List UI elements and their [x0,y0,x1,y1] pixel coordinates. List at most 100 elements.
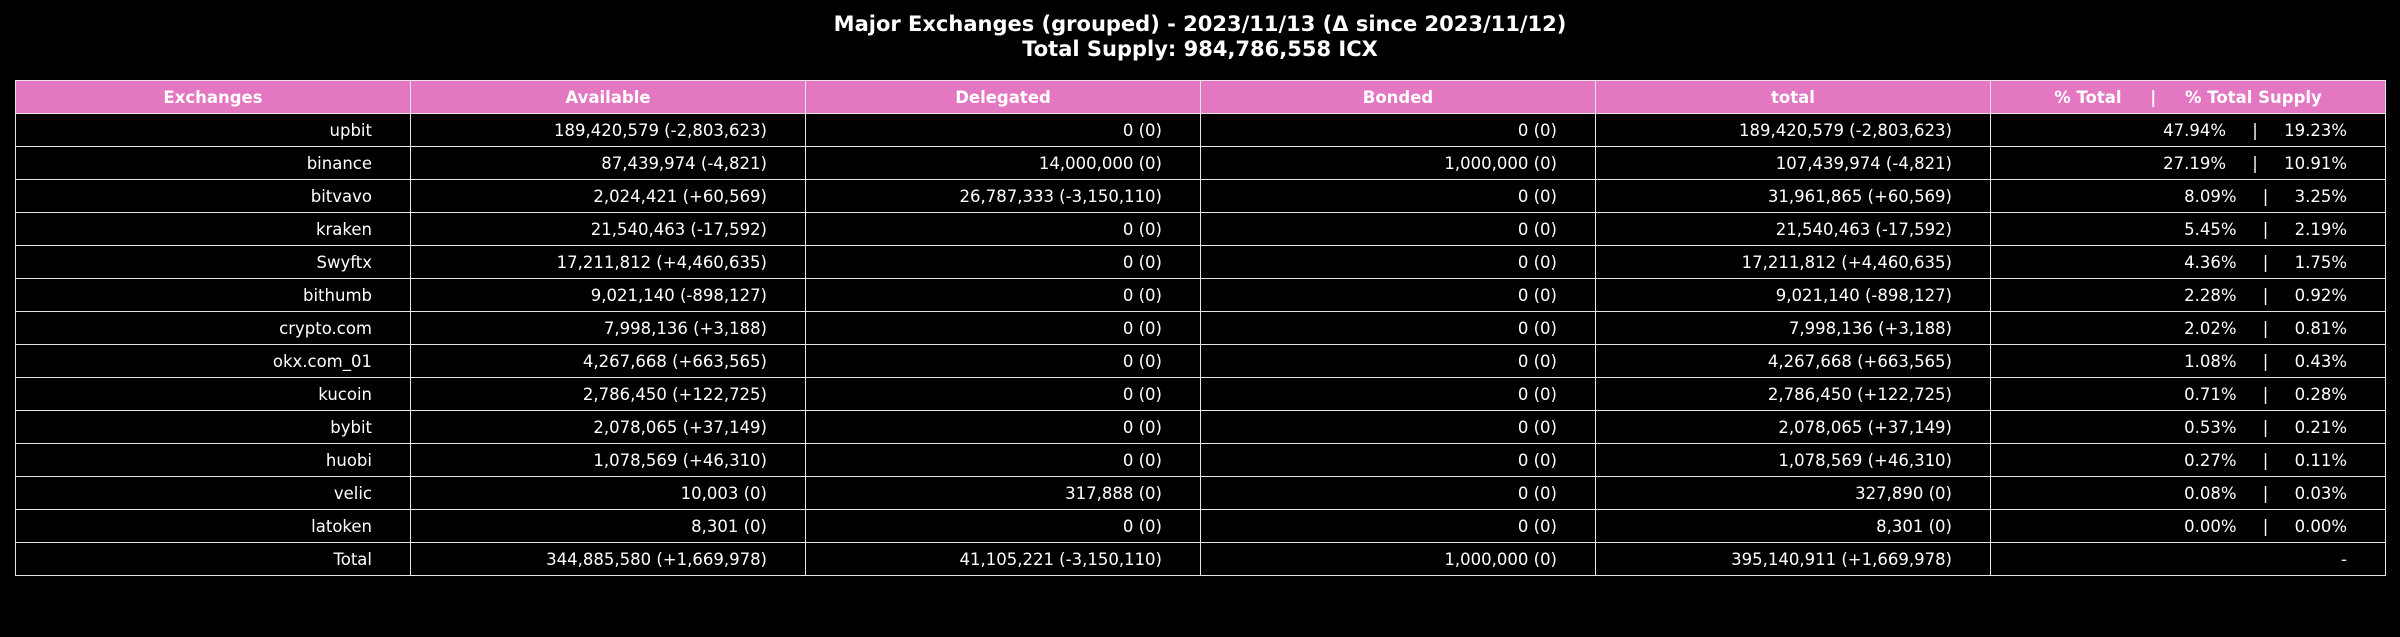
bonded-cell: 1,000,000 (0) [1200,146,1596,180]
total-cell: 1,078,569 (+46,310) [1595,443,1991,477]
delegated-cell: 0 (0) [805,509,1201,543]
total-cell: 7,998,136 (+3,188) [1595,311,1991,345]
column-header-available: Available [410,80,806,114]
table-total-row: Total 344,885,580 (+1,669,978) 41,105,221 … [15,542,2386,576]
table-row: bitvavo 2,024,421 (+60,569) 26,787,333 (-3… [15,179,2386,213]
table-body: upbit 189,420,579 (-2,803,623) 0 (0) 0 (0) 1… [15,113,2386,576]
percent-cell: 47.94% | 19.23% [1990,113,2386,147]
total-cell: 21,540,463 (-17,592) [1595,212,1991,246]
bonded-cell: 1,000,000 (0) [1200,542,1596,576]
table-header-row: Exchanges Available Delegated Bonded tot… [15,80,2386,114]
available-cell: 21,540,463 (-17,592) [410,212,806,246]
table-row: binance 87,439,974 (-4,821) 14,000,000 (0)… [15,146,2386,180]
bonded-cell: 0 (0) [1200,311,1596,345]
bonded-cell: 0 (0) [1200,377,1596,411]
available-cell: 344,885,580 (+1,669,978) [410,542,806,576]
percent-cell: 27.19% | 10.91% [1990,146,2386,180]
exchange-cell: Swyftx [15,245,411,279]
available-cell: 87,439,974 (-4,821) [410,146,806,180]
exchange-cell: upbit [15,113,411,147]
exchange-cell: velic [15,476,411,510]
exchanges-table: Exchanges Available Delegated Bonded tot… [15,80,2386,576]
available-cell: 10,003 (0) [410,476,806,510]
delegated-cell: 41,105,221 (-3,150,110) [805,542,1201,576]
table-row: kraken 21,540,463 (-17,592) 0 (0) 0 (0) 21,5… [15,212,2386,246]
available-cell: 9,021,140 (-898,127) [410,278,806,312]
percent-cell: 2.02% | 0.81% [1990,311,2386,345]
total-cell: 2,786,450 (+122,725) [1595,377,1991,411]
delegated-cell: 0 (0) [805,443,1201,477]
exchange-cell: Total [15,542,411,576]
total-cell: 327,890 (0) [1595,476,1991,510]
exchange-cell: crypto.com [15,311,411,345]
available-cell: 4,267,668 (+663,565) [410,344,806,378]
exchange-cell: kucoin [15,377,411,411]
total-cell: 31,961,865 (+60,569) [1595,179,1991,213]
percent-cell: 4.36% | 1.75% [1990,245,2386,279]
bonded-cell: 0 (0) [1200,344,1596,378]
available-cell: 189,420,579 (-2,803,623) [410,113,806,147]
delegated-cell: 0 (0) [805,410,1201,444]
chart-title-block: Major Exchanges (grouped) - 2023/11/13 (… [0,12,2400,62]
delegated-cell: 317,888 (0) [805,476,1201,510]
percent-cell: - [1990,542,2386,576]
bonded-cell: 0 (0) [1200,179,1596,213]
table-row: velic 10,003 (0) 317,888 (0) 0 (0) 327,890 (… [15,476,2386,510]
percent-cell: 1.08% | 0.43% [1990,344,2386,378]
total-cell: 8,301 (0) [1595,509,1991,543]
exchange-cell: huobi [15,443,411,477]
available-cell: 2,024,421 (+60,569) [410,179,806,213]
delegated-cell: 26,787,333 (-3,150,110) [805,179,1201,213]
column-header-bonded: Bonded [1200,80,1596,114]
chart-title: Major Exchanges (grouped) - 2023/11/13 (… [833,12,1567,36]
bonded-cell: 0 (0) [1200,509,1596,543]
table-row: kucoin 2,786,450 (+122,725) 0 (0) 0 (0) 2,78… [15,377,2386,411]
bonded-cell: 0 (0) [1200,113,1596,147]
percent-cell: 0.08% | 0.03% [1990,476,2386,510]
delegated-cell: 0 (0) [805,344,1201,378]
percent-cell: 0.71% | 0.28% [1990,377,2386,411]
table-row: bybit 2,078,065 (+37,149) 0 (0) 0 (0) 2,078,… [15,410,2386,444]
available-cell: 8,301 (0) [410,509,806,543]
table-row: crypto.com 7,998,136 (+3,188) 0 (0) 0 (0) 7,… [15,311,2386,345]
delegated-cell: 0 (0) [805,245,1201,279]
total-cell: 17,211,812 (+4,460,635) [1595,245,1991,279]
exchange-cell: kraken [15,212,411,246]
percent-cell: 0.27% | 0.11% [1990,443,2386,477]
column-header-exchanges: Exchanges [15,80,411,114]
table-row: latoken 8,301 (0) 0 (0) 0 (0) 8,301 (0) 0.00%… [15,509,2386,543]
bonded-cell: 0 (0) [1200,443,1596,477]
percent-cell: 8.09% | 3.25% [1990,179,2386,213]
exchange-cell: bithumb [15,278,411,312]
exchange-cell: binance [15,146,411,180]
bonded-cell: 0 (0) [1200,212,1596,246]
delegated-cell: 0 (0) [805,377,1201,411]
bonded-cell: 0 (0) [1200,278,1596,312]
available-cell: 2,786,450 (+122,725) [410,377,806,411]
column-header-percent: % Total | % Total Supply [1990,80,2386,114]
column-header-total: total [1595,80,1991,114]
chart-subtitle: Total Supply: 984,786,558 ICX [1022,37,1378,61]
exchange-cell: okx.com_01 [15,344,411,378]
bonded-cell: 0 (0) [1200,245,1596,279]
available-cell: 2,078,065 (+37,149) [410,410,806,444]
percent-cell: 5.45% | 2.19% [1990,212,2386,246]
total-cell: 9,021,140 (-898,127) [1595,278,1991,312]
exchange-cell: bitvavo [15,179,411,213]
total-cell: 189,420,579 (-2,803,623) [1595,113,1991,147]
table-row: Swyftx 17,211,812 (+4,460,635) 0 (0) 0 (0) 1… [15,245,2386,279]
percent-cell: 0.00% | 0.00% [1990,509,2386,543]
column-header-delegated: Delegated [805,80,1201,114]
available-cell: 1,078,569 (+46,310) [410,443,806,477]
delegated-cell: 0 (0) [805,278,1201,312]
bonded-cell: 0 (0) [1200,410,1596,444]
delegated-cell: 0 (0) [805,113,1201,147]
bonded-cell: 0 (0) [1200,476,1596,510]
available-cell: 7,998,136 (+3,188) [410,311,806,345]
percent-cell: 0.53% | 0.21% [1990,410,2386,444]
table-row: huobi 1,078,569 (+46,310) 0 (0) 0 (0) 1,078,… [15,443,2386,477]
available-cell: 17,211,812 (+4,460,635) [410,245,806,279]
total-cell: 395,140,911 (+1,669,978) [1595,542,1991,576]
percent-cell: 2.28% | 0.92% [1990,278,2386,312]
total-cell: 2,078,065 (+37,149) [1595,410,1991,444]
